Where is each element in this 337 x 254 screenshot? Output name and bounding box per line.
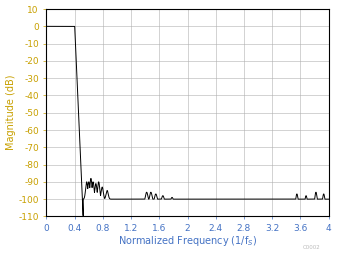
Text: C0002: C0002 [302,245,320,250]
X-axis label: Normalized Frequency (1/f$_S$): Normalized Frequency (1/f$_S$) [118,234,257,248]
Y-axis label: Magnitude (dB): Magnitude (dB) [5,75,16,150]
